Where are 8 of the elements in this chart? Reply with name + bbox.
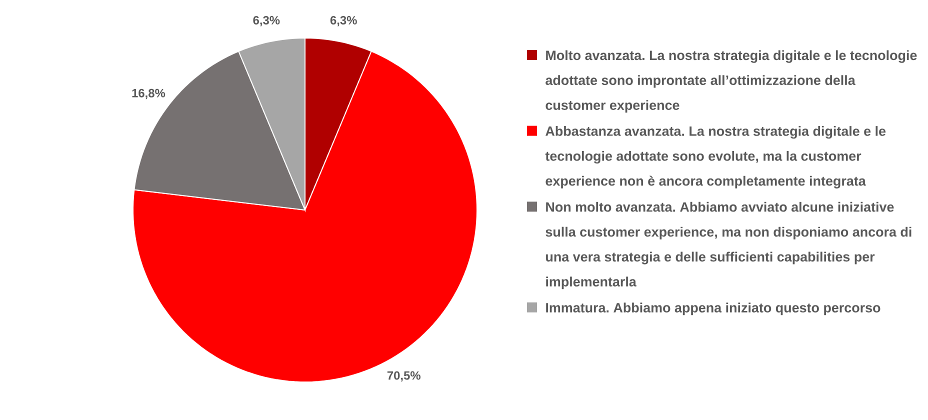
legend-label: Molto avanzata. La nostra strategia digitale e le tecnologie adottate sono improntate all’ottimizzazione della customer experience (546, 50, 917, 113)
data-label: 16,8% (132, 88, 166, 100)
data-label: 6,3% (330, 16, 357, 26)
data-label: 70,5% (387, 371, 420, 382)
legend-label: Abbastanza avanzata. La nostra strategia digitale e le tecnologie adottate sono evolute, ma la customer experience non è ancora completamente integrata (545, 126, 886, 188)
data-label: 6,3% (253, 16, 280, 26)
legend-label: Non molto avanzata. Abbiamo avviato alcune iniziative sulla customer experience, ma non disponiamo ancora di una vera strategia e delle sufficienti capabilities per implementarla (546, 202, 912, 290)
legend-label: Immatura. Abbiamo appena iniziato questo percorso (546, 302, 880, 316)
